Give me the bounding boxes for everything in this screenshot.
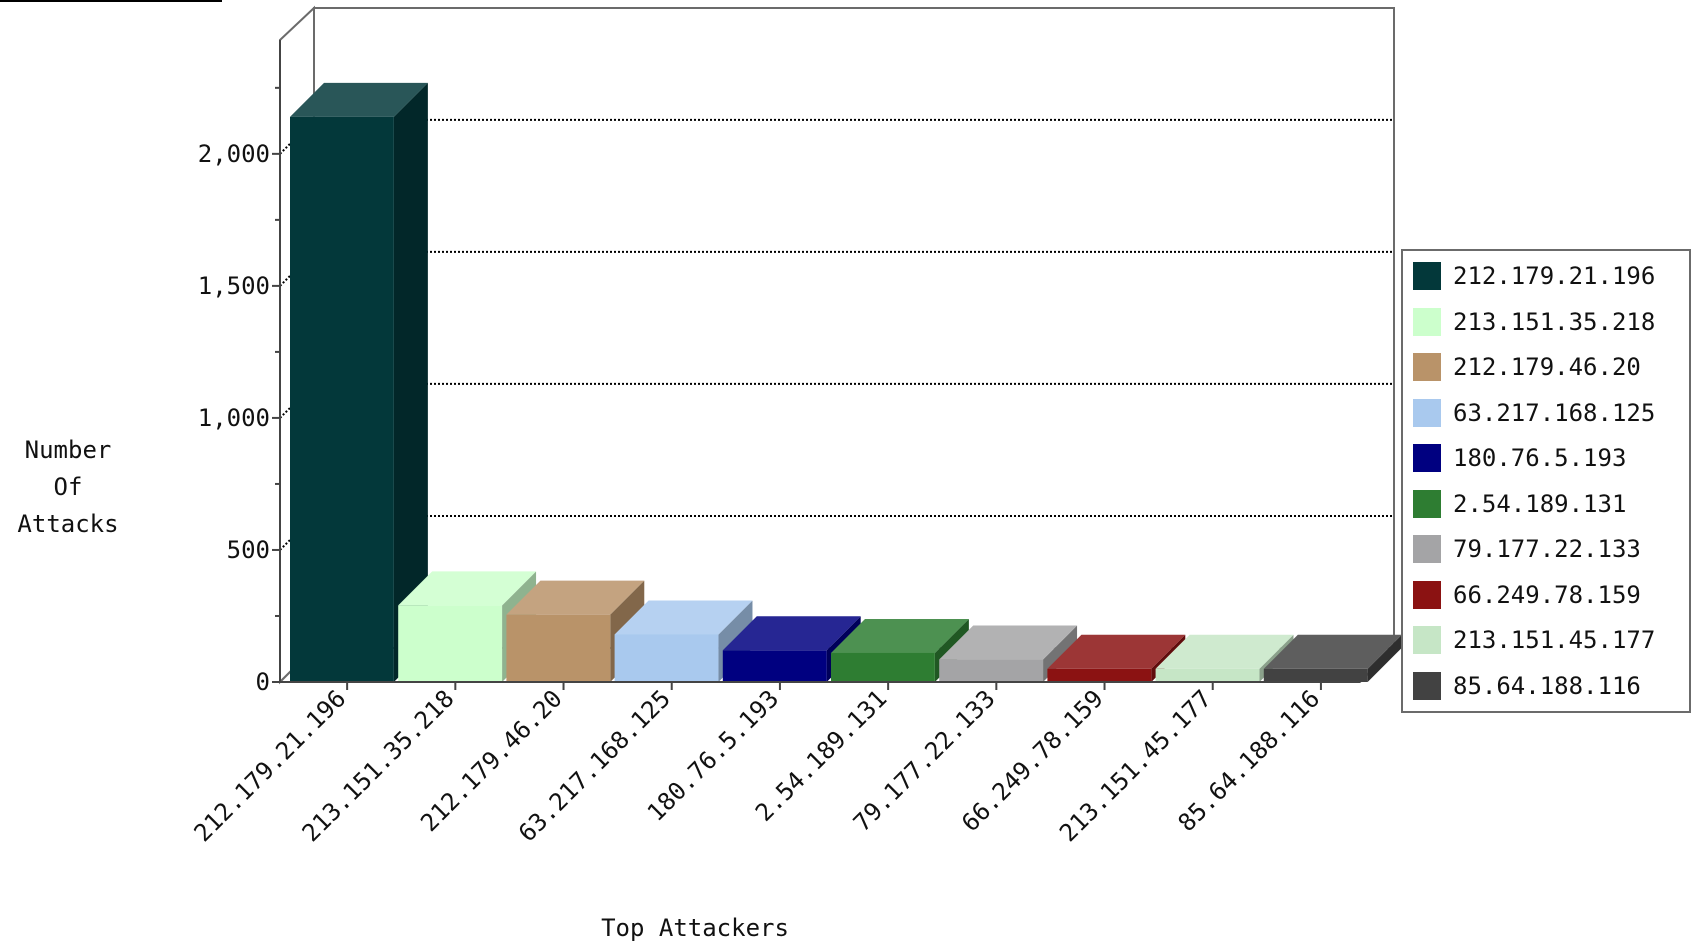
- y-tick-label: 500: [227, 536, 270, 564]
- legend-label: 79.177.22.133: [1453, 535, 1641, 563]
- bar[interactable]: [290, 82, 428, 682]
- legend-label: 66.249.78.159: [1453, 580, 1641, 609]
- legend-item: 85.64.188.116: [1413, 671, 1641, 701]
- bar-top: [939, 625, 1078, 660]
- bar-top: [1155, 634, 1294, 669]
- legend-swatch: [1413, 398, 1441, 427]
- legend-swatch: [1413, 671, 1441, 700]
- legend-item: 66.249.78.159: [1413, 580, 1641, 610]
- legend-label: 63.217.168.125: [1453, 398, 1656, 427]
- back-wall: [313, 7, 1395, 649]
- bar-top: [398, 571, 537, 606]
- bar-front: [1155, 668, 1260, 682]
- legend-label: 180.76.5.193: [1453, 444, 1627, 472]
- legend-label: 212.179.21.196: [1453, 262, 1656, 290]
- bar-top: [614, 600, 753, 635]
- x-axis-title: Top Attackers: [601, 914, 789, 942]
- legend-item: 63.217.168.125: [1413, 398, 1655, 428]
- legend-item: 213.151.45.177: [1413, 625, 1655, 655]
- y-tick-label: 1,000: [198, 404, 270, 432]
- bar[interactable]: [939, 625, 1078, 682]
- y-tick-label: 2,000: [198, 140, 270, 168]
- bar-side: [393, 82, 428, 682]
- legend-swatch: [1413, 262, 1441, 290]
- bar-top: [1047, 634, 1186, 669]
- x-axis: 212.179.21.196213.151.35.218212.179.46.2…: [189, 681, 1360, 847]
- legend: 212.179.21.196 213.151.35.218 212.179.46.2…: [1401, 249, 1691, 713]
- bar-top: [1263, 634, 1402, 669]
- legend-swatch: [1413, 626, 1441, 654]
- bar-side: [1367, 634, 1402, 682]
- legend-swatch: [1413, 580, 1441, 609]
- bar-front: [1047, 668, 1152, 682]
- bars: [290, 82, 1402, 682]
- y-axis: 0 500 1,000 1,500 2,000: [198, 40, 281, 696]
- bar-front: [831, 652, 935, 682]
- legend-item: 2.54.189.131: [1413, 489, 1626, 519]
- bar-front: [1263, 668, 1368, 682]
- top-rule: [0, 0, 222, 2]
- legend-swatch: [1413, 307, 1441, 336]
- bar-top: [722, 616, 861, 651]
- bar-top: [290, 82, 428, 117]
- legend-label: 2.54.189.131: [1453, 489, 1627, 518]
- bar-top: [506, 580, 645, 615]
- bar-front: [722, 650, 827, 682]
- y-tick-label: 1,500: [198, 272, 270, 300]
- legend-item: 180.76.5.193: [1413, 443, 1626, 473]
- legend-swatch: [1413, 489, 1441, 518]
- legend-item: 79.177.22.133: [1413, 534, 1641, 564]
- legend-item: 212.179.46.20: [1413, 352, 1641, 382]
- legend-label: 213.151.35.218: [1453, 307, 1656, 336]
- bar-front: [506, 614, 611, 682]
- legend-item: 212.179.21.196: [1413, 261, 1655, 291]
- y-tick-label: 0: [256, 668, 270, 696]
- legend-swatch: [1413, 444, 1441, 472]
- bar[interactable]: [1263, 634, 1402, 682]
- legend-swatch: [1413, 535, 1441, 563]
- bar-front: [398, 605, 503, 682]
- y-axis-title: Number Of Attacks: [17, 436, 119, 538]
- bar-front: [939, 659, 1044, 682]
- legend-item: 213.151.35.218: [1413, 307, 1655, 337]
- legend-label: 85.64.188.116: [1453, 671, 1641, 700]
- legend-label: 213.151.45.177: [1453, 626, 1656, 654]
- bar-top: [831, 618, 969, 653]
- legend-swatch: [1413, 353, 1441, 381]
- bar-front: [614, 634, 719, 682]
- legend-label: 212.179.46.20: [1453, 353, 1641, 381]
- bar-front: [290, 116, 394, 682]
